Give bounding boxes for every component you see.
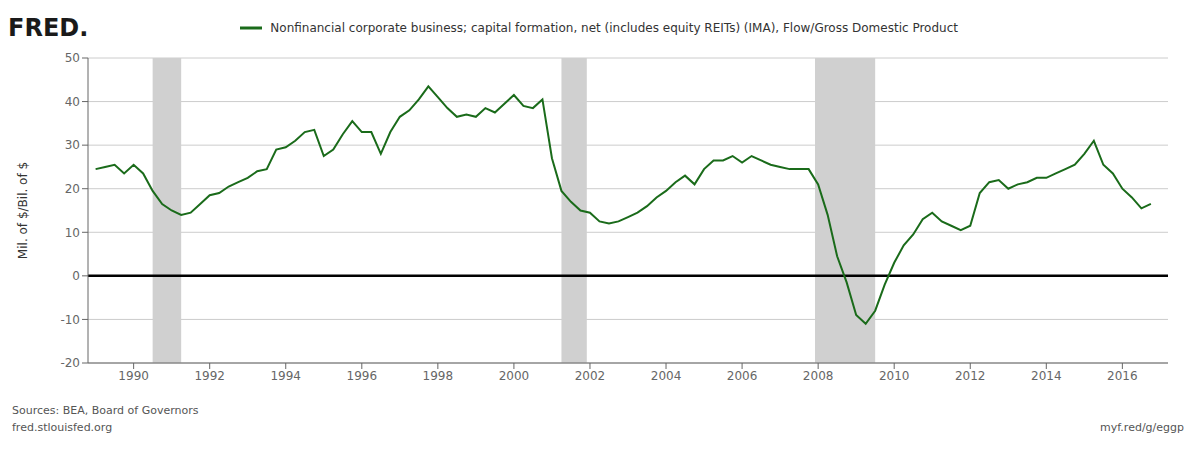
svg-text:1990: 1990 xyxy=(118,369,149,383)
svg-text:Mil. of $/Bil. of $: Mil. of $/Bil. of $ xyxy=(16,162,30,259)
svg-text:50: 50 xyxy=(65,51,80,65)
svg-text:2016: 2016 xyxy=(1107,369,1138,383)
svg-text:1994: 1994 xyxy=(270,369,301,383)
svg-text:2004: 2004 xyxy=(651,369,682,383)
svg-text:2002: 2002 xyxy=(575,369,606,383)
html-text:FRED.: FRED. xyxy=(8,14,89,42)
svg-text:-10: -10 xyxy=(60,313,80,327)
svg-text:10: 10 xyxy=(65,226,80,240)
svg-text:2014: 2014 xyxy=(1031,369,1062,383)
svg-text:2012: 2012 xyxy=(955,369,986,383)
svg-text:-20: -20 xyxy=(60,356,80,370)
svg-text:2006: 2006 xyxy=(727,369,758,383)
html-text:Nonfinancial corporate busines: Nonfinancial corporate business; capital… xyxy=(270,21,958,35)
html-text:fred.stlouisfed.org: fred.stlouisfed.org xyxy=(12,421,113,434)
html-text:myf.red/g/eggp: myf.red/g/eggp xyxy=(1100,421,1184,434)
svg-text:30: 30 xyxy=(65,138,80,152)
svg-text:1992: 1992 xyxy=(194,369,225,383)
svg-text:2000: 2000 xyxy=(499,369,530,383)
html-text:Sources: BEA, Board of Governo: Sources: BEA, Board of Governors xyxy=(12,404,199,417)
svg-text:1996: 1996 xyxy=(347,369,378,383)
svg-text:20: 20 xyxy=(65,182,80,196)
svg-text:1998: 1998 xyxy=(423,369,454,383)
svg-text:2008: 2008 xyxy=(803,369,834,383)
svg-text:2010: 2010 xyxy=(879,369,910,383)
svg-text:0: 0 xyxy=(72,269,80,283)
svg-text:40: 40 xyxy=(65,95,80,109)
